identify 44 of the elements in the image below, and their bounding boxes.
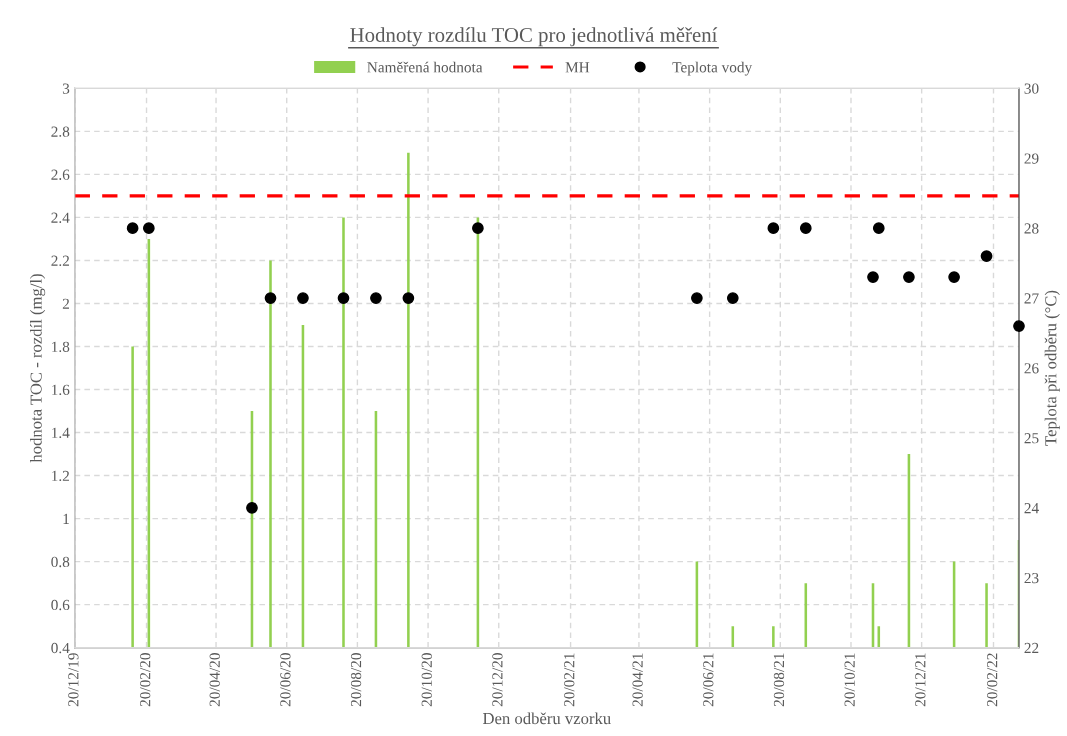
x-tick-label: 20/04/21 <box>632 653 643 707</box>
y-tick-label: 2.8 <box>51 126 70 137</box>
x-tick-label: 20/06/21 <box>703 653 714 707</box>
x-tick-label: 20/08/20 <box>350 653 362 707</box>
legend-label: Naměřená hodnota <box>367 61 483 73</box>
legend-label: Teplota vody <box>672 61 753 76</box>
y-axis-title: hodnota TOC - rozdíl (mg/l) <box>29 274 46 463</box>
y2-tick-label: 25 <box>1024 433 1039 444</box>
y-tick-label: 0.4 <box>51 642 70 654</box>
y-tick-label: 1.6 <box>52 384 70 396</box>
y-tick-label: 3 <box>62 83 70 94</box>
x-tick-label: 20/04/20 <box>209 653 220 707</box>
y2-tick-label: 27 <box>1024 293 1039 304</box>
y2-tick-label: 28 <box>1024 223 1039 234</box>
y-tick-label: 2.2 <box>51 255 69 266</box>
y-tick-label: 2.6 <box>51 169 70 180</box>
x-tick-label: 20/06/20 <box>280 653 291 707</box>
y-tick-label: 1.8 <box>52 341 70 352</box>
y-tick-label: 2.4 <box>51 212 70 223</box>
x-tick-label: 20/10/21 <box>844 653 855 707</box>
x-tick-label: 20/02/20 <box>140 653 151 707</box>
x-tick-label: 20/12/21 <box>915 653 926 707</box>
y-tick-label: 0.8 <box>51 556 70 568</box>
x-tick-label: 20/02/22 <box>987 653 998 707</box>
y2-tick-label: 23 <box>1024 572 1039 584</box>
x-tick-label: 20/12/19 <box>68 653 79 707</box>
y2-tick-label: 24 <box>1024 503 1039 514</box>
legend-label: MH <box>565 62 590 73</box>
y2-tick-label: 26 <box>1024 363 1039 374</box>
y-tick-label: 1.4 <box>52 427 70 439</box>
x-tick-label: 20/08/21 <box>773 653 785 707</box>
chart-title: Hodnoty rozdílu TOC pro jednotlivá měření <box>350 27 718 47</box>
y2-tick-label: 30 <box>1024 83 1039 94</box>
y2-tick-label: 22 <box>1024 642 1039 653</box>
y2-axis-title: Teplota při odběru (°C) <box>1044 290 1060 446</box>
x-axis-title: Den odběru vzorku <box>482 712 611 725</box>
y2-tick-label: 29 <box>1024 153 1039 164</box>
x-tick-label: 20/10/20 <box>421 653 432 707</box>
y-tick-label: 1 <box>63 513 69 524</box>
x-tick-label: 20/12/20 <box>492 653 503 707</box>
x-tick-label: 20/02/21 <box>564 653 575 707</box>
y-tick-label: 2 <box>62 298 69 309</box>
y-tick-label: 0.6 <box>51 599 70 611</box>
y-tick-label: 1.2 <box>52 470 69 482</box>
